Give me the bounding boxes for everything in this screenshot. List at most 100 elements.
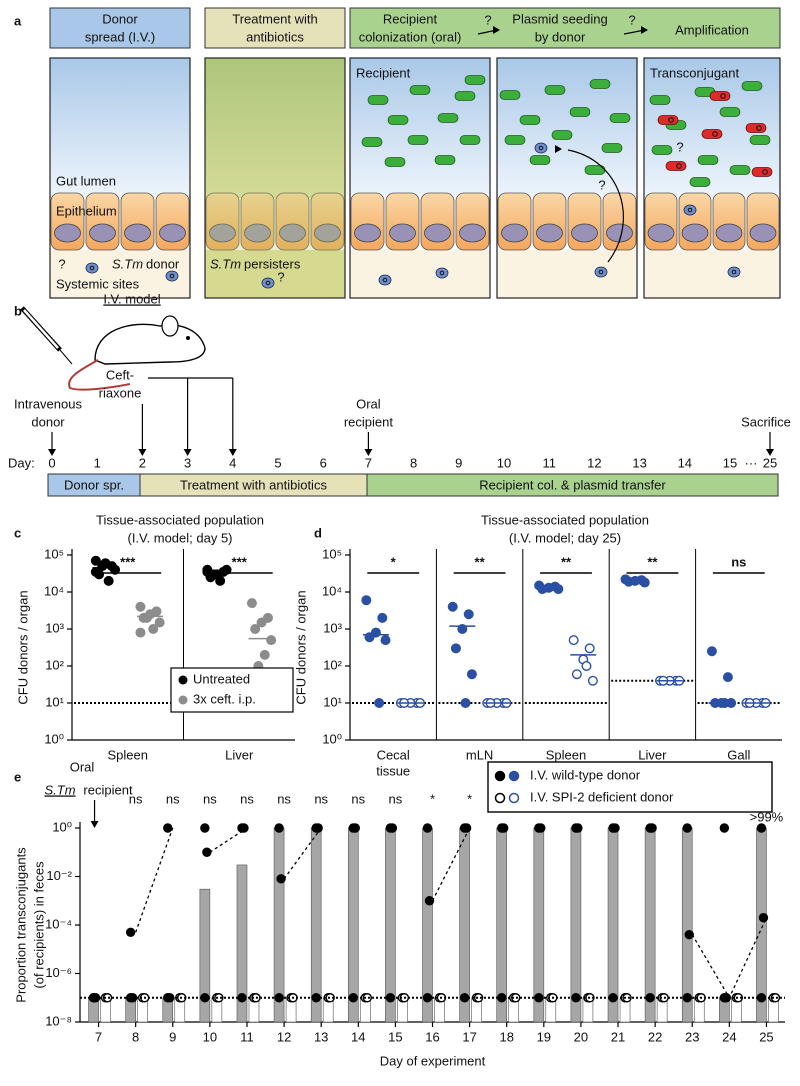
transconjugant-bacterium [701,129,723,139]
panel-letter: b [14,303,22,318]
y-axis-label: Proportion transconjugants [13,847,28,1003]
x-category-label: tissue [376,763,410,778]
recipient-bacterium [601,143,623,153]
day-label: 15 [723,455,737,470]
recipient-bacterium [409,85,431,95]
nucleus [54,223,81,243]
bar [459,827,470,1023]
day-label: 10 [497,455,511,470]
x-category-label: Gall [727,747,750,762]
mouse-body [94,323,206,365]
recipient-bacterium [519,115,541,125]
x-tick-label: 16 [425,1029,439,1044]
data-point [719,823,730,833]
y-axis-label: CFU donors / organ [293,590,308,704]
day-label: 7 [365,455,372,470]
x-tick-label: 14 [351,1029,365,1044]
data-point [387,823,398,833]
persister-label: S.Tm [210,256,241,271]
data-point [200,823,210,833]
oral-label: recipient [344,414,394,429]
data-point [362,993,372,1003]
data-point [377,612,388,623]
y-tick-label: 10⁻² [46,868,72,883]
data-point [325,993,335,1003]
nucleus [571,223,598,243]
significance-label: ns [351,791,365,806]
data-point [274,993,284,1003]
donor-bacterium [165,270,179,282]
systemic-area [205,250,345,298]
bar [681,827,693,1023]
data-point [684,929,694,940]
plasmid [265,280,271,286]
x-category-label: mLN [466,747,493,762]
donor-bacterium [85,262,99,274]
x-tick-label: 17 [462,1029,476,1044]
bar [422,827,433,1023]
data-point [276,874,286,884]
data-point [581,661,592,672]
arrow-head [228,449,237,456]
nucleus [749,223,777,243]
data-point [214,993,224,1003]
nucleus [89,223,116,243]
x-tick-label: 10 [203,1029,217,1044]
plasmid [676,163,682,169]
x-category-label: Spleen [108,747,148,762]
nucleus [244,223,271,243]
significance-label: ** [561,554,572,569]
bar [644,827,656,1023]
data-point [553,584,564,595]
arrow-head [555,145,562,153]
data-point [756,823,767,833]
nucleus [715,223,743,243]
day-label: 13 [632,455,646,470]
sacrifice-label: Sacrifice [741,414,791,429]
bar [570,827,582,1023]
significance-label: ns [314,791,328,806]
day-label: 11 [542,455,556,470]
significance-label: * [467,791,472,806]
arrow-head [138,449,147,456]
chart-title: Tissue-associated population [96,512,264,527]
data-point [154,617,165,628]
data-point [256,617,267,628]
question-mark: ? [628,12,635,27]
systemic-area [350,250,490,298]
data-point [587,675,598,686]
panel-letter: c [14,525,21,540]
top-note: >99% [750,809,784,824]
y-tick-label: 10⁻⁴ [45,916,72,931]
question-mark: ? [598,177,605,192]
significance-label: ns [203,791,217,806]
recipient-bacterium [434,155,456,165]
x-tick-label: 12 [277,1029,291,1044]
needle [59,349,73,365]
data-point [424,896,435,906]
data-point [466,669,477,680]
legend-label: I.V. SPI-2 deficient donor [530,789,674,804]
header-text: spread (I.V.) [85,29,155,44]
x-tick-label: 18 [499,1029,513,1044]
data-point [215,575,226,586]
data-point [534,993,544,1003]
significance-label: ns [389,791,403,806]
x-tick-label: 25 [759,1029,773,1044]
recipient-bacterium [387,115,409,125]
transconjugant-bacterium [745,123,767,133]
x-tick-label: 11 [240,1029,254,1044]
data-point [422,993,433,1003]
x-tick-label: 8 [132,1029,139,1044]
lumen [205,58,345,198]
significance-label: *** [232,554,248,569]
legend-label: I.V. wild-type donor [530,767,641,782]
header-text: colonization (oral) [359,29,462,44]
donor-bacterium [534,142,548,154]
recipient-bacterium [454,91,476,101]
donor-label: donor [146,256,180,271]
data-point [110,564,121,575]
compartment-label: Gut lumen [56,173,116,188]
header-text: Amplification [675,22,749,37]
data-point [645,993,655,1003]
